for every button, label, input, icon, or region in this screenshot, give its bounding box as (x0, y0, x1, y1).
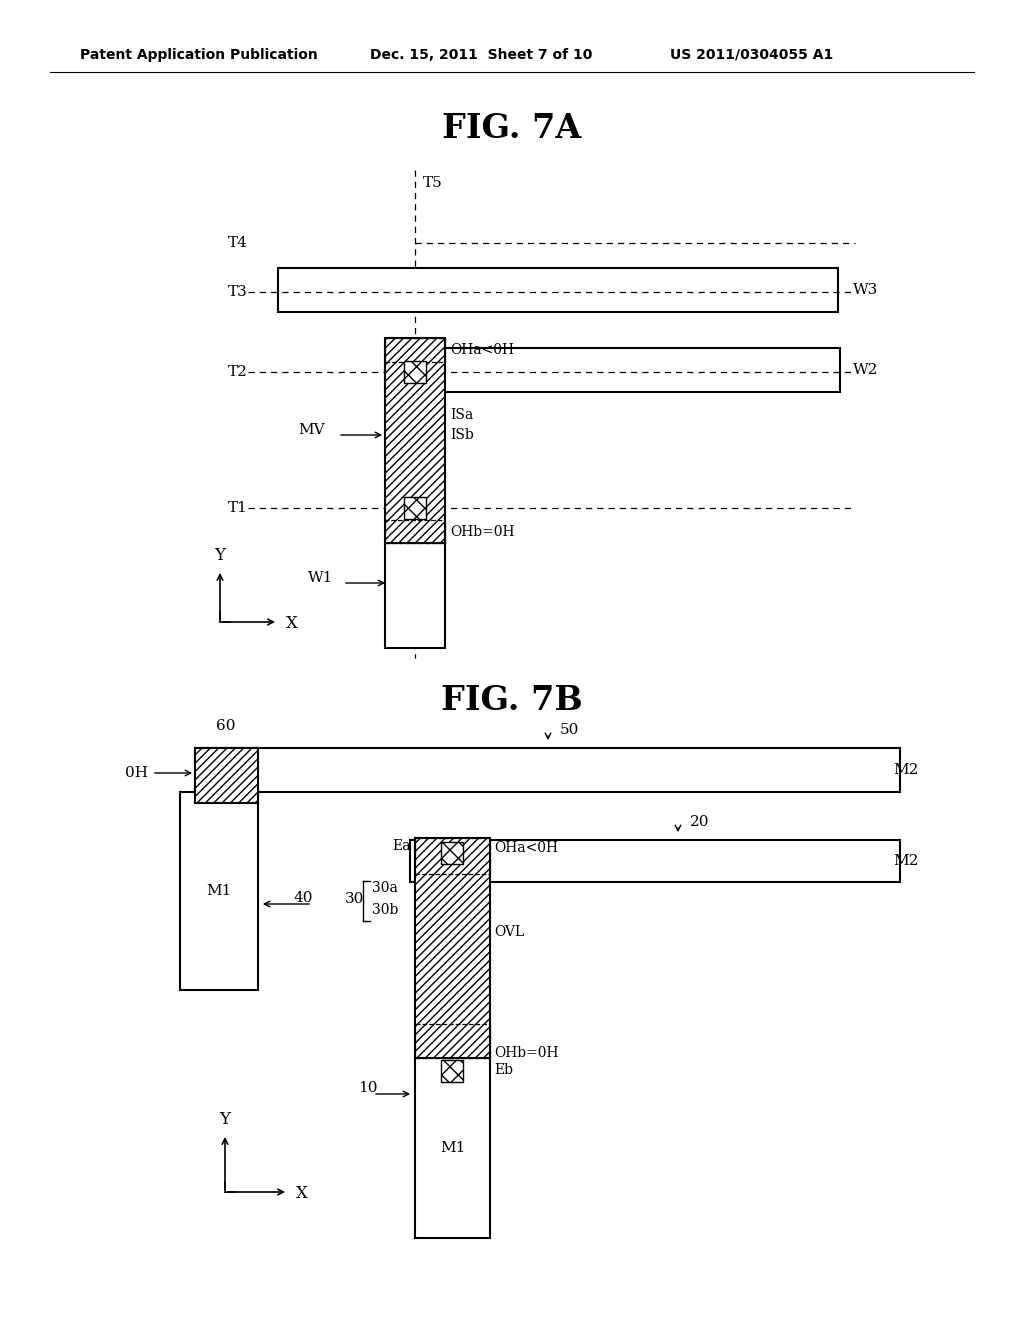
Text: T1: T1 (228, 502, 248, 515)
Text: T4: T4 (228, 236, 248, 249)
Bar (195, 748, 258, 803)
Text: OHb=0H: OHb=0H (494, 1045, 558, 1060)
Bar (415, 838, 490, 1059)
Text: 20: 20 (690, 814, 710, 829)
Text: 10: 10 (358, 1081, 378, 1096)
Text: FIG. 7B: FIG. 7B (441, 684, 583, 717)
Bar (404, 360, 426, 383)
Bar (404, 360, 426, 383)
Text: T3: T3 (228, 285, 248, 300)
Text: T2: T2 (228, 366, 248, 379)
Text: MV: MV (298, 422, 325, 437)
Bar (195, 748, 258, 803)
Text: 0H: 0H (125, 766, 148, 780)
Bar (404, 498, 426, 519)
Text: Y: Y (214, 546, 225, 564)
Text: US 2011/0304055 A1: US 2011/0304055 A1 (670, 48, 834, 62)
Bar (410, 840, 900, 882)
Bar (441, 842, 463, 865)
Text: 60: 60 (216, 719, 236, 733)
Bar (385, 338, 445, 543)
Bar (385, 543, 445, 648)
Bar (415, 1024, 490, 1059)
Text: 30a: 30a (372, 880, 398, 895)
Text: W3: W3 (853, 282, 879, 297)
Text: ISb: ISb (450, 428, 474, 442)
Bar (415, 838, 490, 1059)
Text: M2: M2 (893, 854, 919, 869)
Bar (385, 338, 445, 362)
Text: W1: W1 (308, 572, 334, 585)
Bar (195, 748, 900, 792)
Text: Eb: Eb (494, 1063, 513, 1077)
Text: 50: 50 (560, 723, 580, 737)
Bar (415, 1059, 490, 1238)
Bar (441, 1060, 463, 1082)
Text: M1: M1 (206, 884, 231, 898)
Bar (441, 842, 463, 865)
Text: OVL: OVL (494, 925, 524, 939)
Text: 40: 40 (293, 891, 312, 906)
Text: OHa<0H: OHa<0H (494, 841, 558, 855)
Text: OHb=0H: OHb=0H (450, 524, 514, 539)
Bar (415, 838, 490, 874)
Text: 30: 30 (345, 892, 365, 906)
Bar (404, 498, 426, 519)
Bar (278, 268, 838, 312)
Text: M1: M1 (440, 1140, 466, 1155)
Text: ISa: ISa (450, 408, 473, 422)
Text: Ea: Ea (392, 840, 411, 853)
Bar (441, 1060, 463, 1082)
Text: 30b: 30b (372, 903, 398, 917)
Text: Y: Y (219, 1111, 230, 1129)
Bar (385, 348, 840, 392)
Text: X: X (296, 1185, 308, 1203)
Text: X: X (286, 615, 298, 632)
Bar (385, 520, 445, 543)
Text: M2: M2 (893, 763, 919, 777)
Text: Patent Application Publication: Patent Application Publication (80, 48, 317, 62)
Text: Dec. 15, 2011  Sheet 7 of 10: Dec. 15, 2011 Sheet 7 of 10 (370, 48, 592, 62)
Text: W2: W2 (853, 363, 879, 378)
Bar (385, 338, 445, 543)
Text: OHa<0H: OHa<0H (450, 343, 514, 356)
Text: T5: T5 (423, 176, 442, 190)
Text: FIG. 7A: FIG. 7A (442, 111, 582, 144)
Bar (180, 792, 258, 990)
